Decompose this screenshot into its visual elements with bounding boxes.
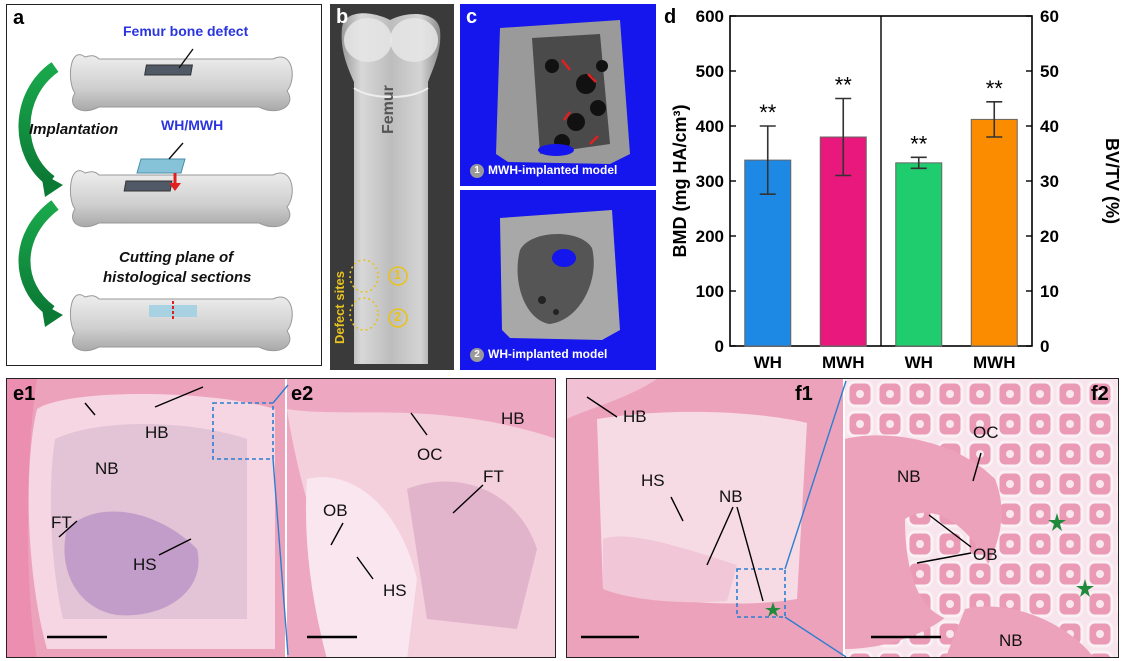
panel-label-a: a bbox=[13, 7, 25, 29]
xray-svg bbox=[341, 13, 441, 364]
left-tick-label: 400 bbox=[696, 117, 724, 136]
wh-number-badge: 2 bbox=[470, 348, 484, 362]
right-tick-label: 60 bbox=[1040, 7, 1059, 26]
e2-tag-ob: OB bbox=[323, 501, 348, 520]
right-tick-label: 10 bbox=[1040, 282, 1059, 301]
panel-label-e1: e1 bbox=[13, 383, 36, 405]
e1-tag-hs: HS bbox=[133, 555, 157, 574]
e2-tag-hb: HB bbox=[501, 409, 525, 428]
green-arrow-2 bbox=[18, 200, 59, 316]
femur-schematic-svg bbox=[18, 48, 293, 352]
f1-tag-nb: NB bbox=[719, 487, 743, 506]
left-tick-label: 600 bbox=[696, 7, 724, 26]
defect-label: Femur bone defect bbox=[123, 23, 249, 39]
significance-label: ** bbox=[986, 76, 1004, 101]
bar bbox=[970, 118, 1018, 347]
e2-image: e2 HB OC FT OB HS bbox=[287, 379, 555, 657]
f1-tag-hb: HB bbox=[623, 407, 647, 426]
panel-c-wh-ct: 2 WH-implanted model bbox=[460, 190, 656, 370]
f1-image: f1 HB HS NB bbox=[567, 379, 843, 657]
defect-sites-label: Defect sites bbox=[332, 271, 347, 344]
left-tick-label: 0 bbox=[715, 337, 724, 356]
right-tick-label: 50 bbox=[1040, 62, 1059, 81]
panel-label-e2: e2 bbox=[291, 383, 314, 405]
f1-tag-hs: HS bbox=[641, 471, 665, 490]
wh-ct-render bbox=[500, 210, 620, 340]
f2-tag-nb-top: NB bbox=[897, 467, 921, 486]
right-tick-label: 0 bbox=[1040, 337, 1049, 356]
e1-zoom-box bbox=[212, 402, 274, 460]
bar bbox=[895, 162, 943, 347]
left-tick-label: 500 bbox=[696, 62, 724, 81]
significance-label: ** bbox=[759, 100, 777, 125]
f1-star-icon bbox=[765, 602, 781, 617]
panel-label-c: c bbox=[466, 6, 478, 28]
mwh-caption: MWH-implanted model bbox=[488, 163, 618, 177]
wh-caption: WH-implanted model bbox=[488, 347, 608, 361]
category-label: WH bbox=[905, 353, 933, 372]
f2-tag-nb-bottom: NB bbox=[999, 631, 1023, 650]
e2-tag-hs: HS bbox=[383, 581, 407, 600]
panel-a-schematic: a bbox=[6, 4, 322, 366]
e1-tag-hb: HB bbox=[145, 423, 169, 442]
category-label: MWH bbox=[822, 353, 864, 372]
e1-tag-ft: FT bbox=[51, 513, 72, 532]
f2-star-2-icon bbox=[1076, 579, 1094, 597]
right-tick-label: 30 bbox=[1040, 172, 1059, 191]
e1-tag-nb: NB bbox=[95, 459, 119, 478]
e1-image: e1 HB NB FT HS bbox=[7, 379, 285, 657]
left-axis-title: BMD (mg HA/cm³) bbox=[670, 105, 690, 258]
site-1-number: 1 bbox=[394, 267, 402, 282]
bone-2 bbox=[69, 142, 293, 228]
right-tick-label: 40 bbox=[1040, 117, 1059, 136]
cutting-label-line1: Cutting plane of bbox=[119, 249, 234, 266]
f2-image: f2 OC NB OB NB bbox=[845, 379, 1118, 657]
right-axis-title: BV/TV (%) bbox=[1102, 138, 1122, 224]
defect-site-2-outline bbox=[349, 297, 379, 331]
right-tick-label: 20 bbox=[1040, 227, 1059, 246]
category-label: MWH bbox=[973, 353, 1015, 372]
f2-tag-ob: OB bbox=[973, 545, 998, 564]
e2-tag-oc: OC bbox=[417, 445, 443, 464]
bone-3 bbox=[69, 294, 293, 352]
bar bbox=[744, 159, 792, 347]
significance-label: ** bbox=[910, 131, 928, 156]
mwh-ct-render bbox=[496, 20, 630, 164]
site-2-number: 2 bbox=[394, 309, 402, 324]
panel-e-histology: e1 HB NB FT HS e2 HB OC FT OB HS bbox=[6, 378, 556, 658]
femur-label: Femur bbox=[380, 85, 397, 134]
panel-f-histology: f1 HB HS NB f2 OC NB bbox=[566, 378, 1119, 658]
left-tick-label: 300 bbox=[696, 172, 724, 191]
panel-c-mwh-ct: c 1 MWH-implanted model bbox=[460, 4, 656, 186]
bone-1 bbox=[69, 48, 293, 112]
e2-tag-ft: FT bbox=[483, 467, 504, 486]
panel-d-chart: d 0 100 200 300 400 500 600 0 10 20 30 40 50 60 BMD (m… bbox=[662, 4, 1122, 372]
mwh-number-badge: 1 bbox=[470, 164, 484, 178]
left-tick-label: 200 bbox=[696, 227, 724, 246]
implant-block bbox=[136, 158, 186, 174]
bmd-bvtv-chart: 0 100 200 300 400 500 600 0 10 20 30 40 50 60 BMD (mg … bbox=[670, 7, 1122, 372]
f1-zoom-box bbox=[736, 568, 786, 618]
f2-tag-oc: OC bbox=[973, 423, 999, 442]
category-label: WH bbox=[754, 353, 782, 372]
implantation-label: Implantation bbox=[29, 121, 119, 138]
panel-label-f1: f1 bbox=[795, 383, 813, 405]
significance-label: ** bbox=[835, 73, 853, 98]
cutting-label-line2: histological sections bbox=[103, 269, 252, 286]
left-tick-label: 100 bbox=[696, 282, 724, 301]
defect-pointer bbox=[178, 48, 194, 69]
panel-label-b: b bbox=[336, 6, 349, 28]
panel-label-f2: f2 bbox=[1091, 383, 1109, 405]
implant-label: WH/MWH bbox=[161, 117, 224, 133]
green-arrow-1 bbox=[18, 62, 59, 186]
defect-site-1-outline bbox=[349, 259, 379, 293]
panel-label-d: d bbox=[664, 6, 677, 28]
f2-star-1-icon bbox=[1048, 513, 1066, 531]
panel-b-xray: b Femur Defect sites 1 2 bbox=[330, 4, 454, 370]
